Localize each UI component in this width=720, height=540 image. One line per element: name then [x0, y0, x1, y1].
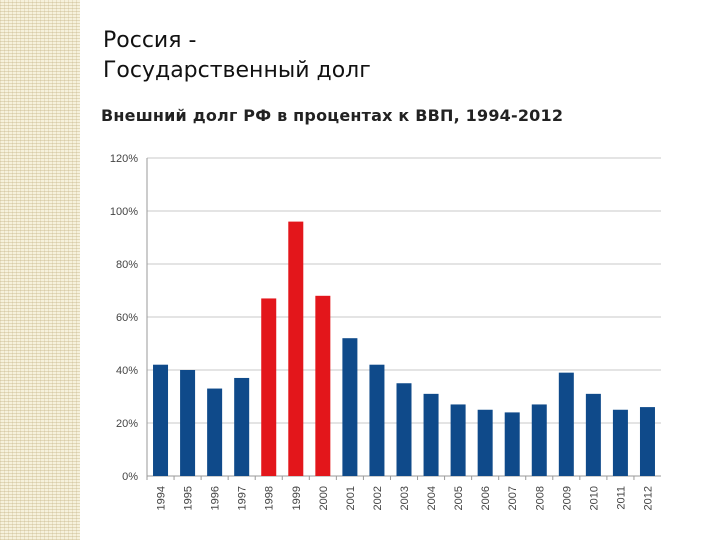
x-tick-label: 2002: [372, 486, 384, 510]
bar-2002: [369, 364, 385, 476]
x-tick-label: 1996: [210, 486, 222, 510]
x-tick-label: 2006: [480, 486, 492, 510]
x-tick-label: 2004: [426, 486, 438, 510]
decorative-side-stripe: [0, 0, 80, 540]
y-tick-label: 40%: [116, 365, 138, 377]
x-tick-label: 2003: [399, 486, 411, 510]
y-tick-label: 80%: [116, 259, 138, 271]
x-tick-label: 1997: [237, 486, 249, 510]
bar-2000: [315, 295, 331, 476]
x-tick-label: 2005: [453, 486, 465, 510]
y-tick-label: 120%: [110, 153, 138, 165]
x-tick-label: 2000: [318, 486, 330, 510]
x-tick-label: 2001: [345, 486, 357, 510]
bar-2006: [477, 409, 493, 476]
bar-2010: [585, 393, 601, 476]
y-tick-label: 20%: [116, 418, 138, 430]
x-tick-label: 2008: [534, 486, 546, 510]
x-tick-label: 1995: [183, 486, 195, 510]
bar-2004: [423, 393, 439, 476]
bar-1995: [180, 370, 196, 476]
x-tick-label: 2011: [615, 486, 627, 510]
x-tick-label: 1998: [264, 486, 276, 510]
x-tick-label: 1994: [156, 486, 168, 510]
y-tick-label: 100%: [110, 206, 138, 218]
bar-1994: [153, 364, 169, 476]
x-tick-label: 2009: [561, 486, 573, 510]
bar-1999: [288, 221, 304, 476]
x-tick-label: 2007: [507, 486, 519, 510]
bar-2008: [531, 404, 547, 476]
bar-1996: [207, 388, 223, 476]
bar-2005: [450, 404, 466, 476]
bar-2001: [342, 338, 358, 476]
chart-title: Внешний долг РФ в процентах к ВВП, 1994-…: [101, 106, 564, 125]
y-tick-label: 60%: [116, 312, 138, 324]
bar-2009: [558, 372, 574, 476]
y-tick-label: 0%: [122, 471, 138, 483]
bar-2011: [612, 409, 628, 476]
x-tick-label: 2010: [588, 486, 600, 510]
bar-2012: [639, 407, 655, 476]
slide-title-line-2: Государственный долг: [103, 58, 371, 83]
x-tick-label: 1999: [291, 486, 303, 510]
bar-2003: [396, 383, 412, 476]
bar-1997: [234, 377, 250, 476]
x-tick-label: 2012: [642, 486, 654, 510]
bar-1998: [261, 298, 277, 476]
slide-title-line-1: Россия -: [103, 28, 197, 53]
bar-2007: [504, 412, 520, 476]
slide-title: Россия - Государственный долг: [103, 26, 371, 86]
